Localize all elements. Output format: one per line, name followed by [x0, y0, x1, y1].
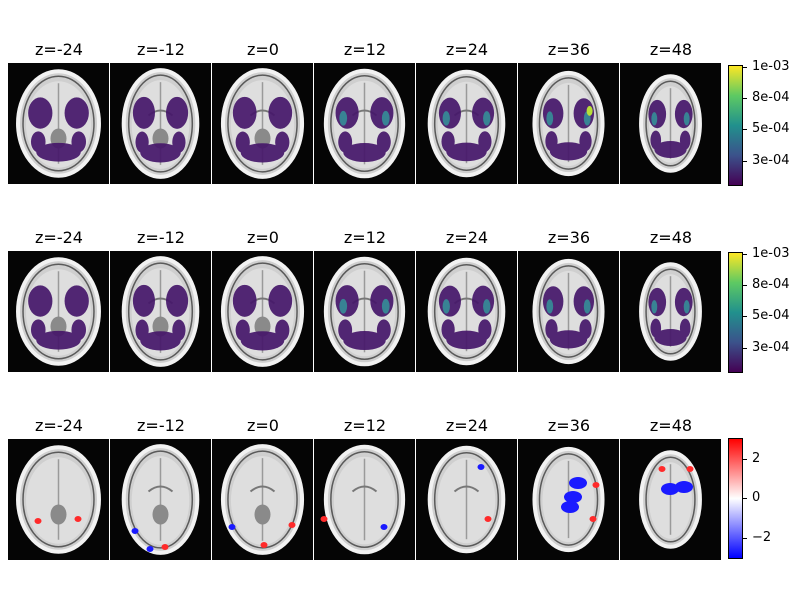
slice-title: z=48: [649, 416, 693, 435]
brain-slice-image: [620, 251, 721, 372]
slice-title: z=36: [547, 40, 591, 59]
colorbar-label: 1e-03: [752, 59, 790, 74]
slice-title: z=12: [343, 416, 387, 435]
brain-slice-image: [8, 63, 109, 184]
colorbar-label: 1e-03: [752, 246, 790, 261]
colorbar-tick: [743, 498, 747, 499]
slice-title: z=0: [247, 40, 279, 59]
brain-slice-image: [314, 251, 415, 372]
colorbar: [728, 65, 743, 186]
slice-title: z=24: [445, 416, 489, 435]
brain-slice-image: [110, 251, 211, 372]
colorbar-label: 3e-04: [752, 153, 790, 168]
colorbar-label: 2: [752, 451, 761, 466]
brain-slice-image: [416, 251, 517, 372]
colorbar-label: 5e-04: [752, 121, 790, 136]
colorbar-tick: [743, 98, 747, 99]
colorbar-label: −2: [752, 530, 772, 545]
colorbar-label: 8e-04: [752, 90, 790, 105]
brain-slice-image: [8, 251, 109, 372]
colorbar-tick: [743, 538, 747, 539]
colorbar: [728, 252, 743, 373]
slice-title: z=36: [547, 416, 591, 435]
colorbar-tick: [743, 129, 747, 130]
brain-slice-image: [314, 439, 415, 560]
colorbar-tick: [743, 316, 747, 317]
colorbar-tick: [743, 285, 747, 286]
brain-slice-image: [416, 439, 517, 560]
slice-title: z=12: [343, 40, 387, 59]
brain-slice-image: [416, 63, 517, 184]
slice-title: z=-12: [137, 228, 185, 247]
slice-title: z=-24: [35, 228, 83, 247]
slice-title: z=24: [445, 228, 489, 247]
slice-title: z=-12: [137, 416, 185, 435]
brain-slice-image: [518, 439, 619, 560]
slice-title: z=36: [547, 228, 591, 247]
brain-slice-image: [518, 251, 619, 372]
slice-title: z=0: [247, 228, 279, 247]
brain-slice-image: [314, 63, 415, 184]
colorbar-tick: [743, 459, 747, 460]
brain-slice-image: [8, 439, 109, 560]
brain-slice-image: [212, 251, 313, 372]
slice-title: z=-24: [35, 416, 83, 435]
brain-slice-image: [212, 439, 313, 560]
colorbar-label: 5e-04: [752, 308, 790, 323]
brain-slice-image: [110, 63, 211, 184]
colorbar-label: 3e-04: [752, 340, 790, 355]
colorbar-tick: [743, 254, 747, 255]
brain-slice-image: [110, 439, 211, 560]
slice-title: z=48: [649, 40, 693, 59]
slice-title: z=48: [649, 228, 693, 247]
slice-title: z=12: [343, 228, 387, 247]
brain-slice-image: [518, 63, 619, 184]
colorbar-tick: [743, 348, 747, 349]
brain-slice-image: [620, 63, 721, 184]
colorbar-label: 8e-04: [752, 277, 790, 292]
slice-title: z=24: [445, 40, 489, 59]
brain-slice-image: [212, 63, 313, 184]
colorbar: [728, 438, 743, 559]
colorbar-tick: [743, 67, 747, 68]
slice-title: z=-12: [137, 40, 185, 59]
brain-slice-image: [620, 439, 721, 560]
colorbar-tick: [743, 161, 747, 162]
slice-title: z=0: [247, 416, 279, 435]
colorbar-label: 0: [752, 490, 761, 505]
slice-title: z=-24: [35, 40, 83, 59]
